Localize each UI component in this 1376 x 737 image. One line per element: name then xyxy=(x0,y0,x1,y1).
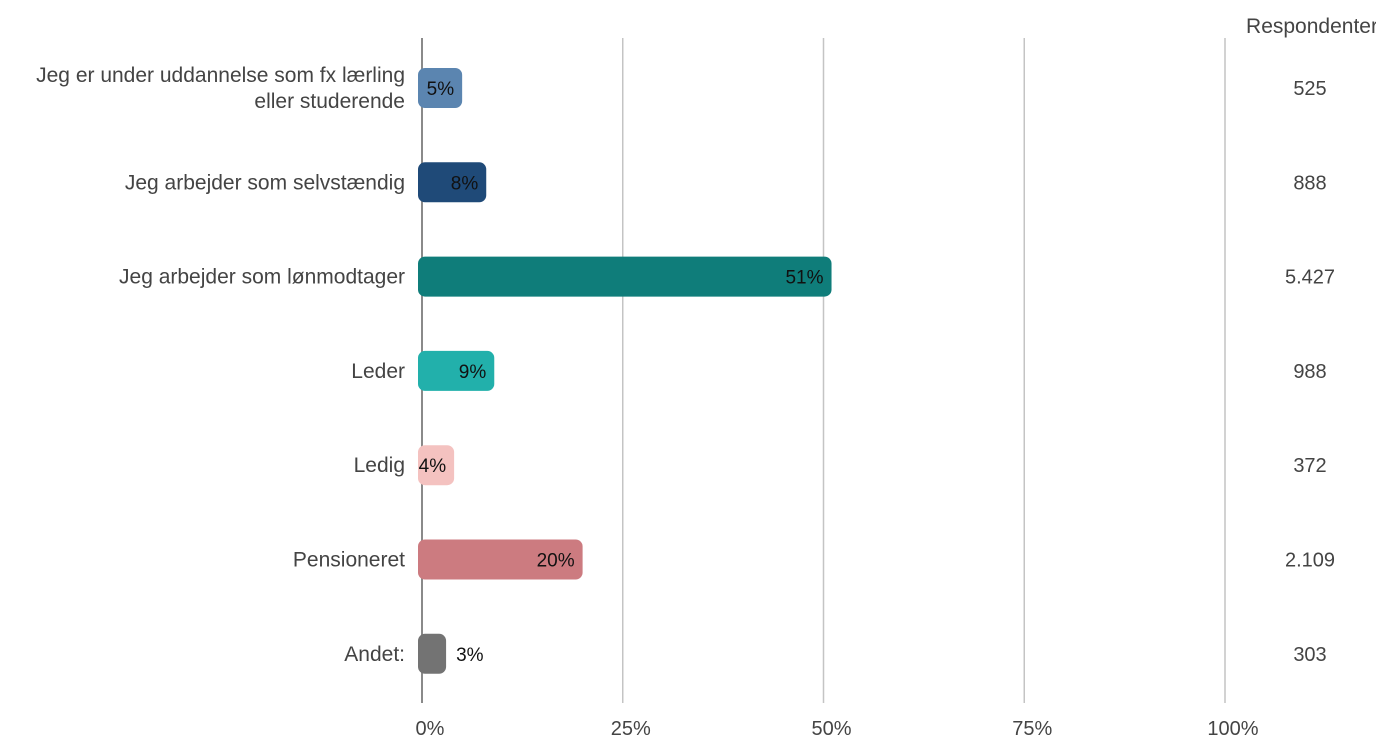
respondent-count: 303 xyxy=(1293,644,1326,666)
category-label: Jeg arbejder som lønmodtager xyxy=(119,266,405,289)
data-label: 9% xyxy=(459,362,487,383)
category-label: Pensioneret xyxy=(293,549,405,572)
respondents-header: Respondenter xyxy=(1246,15,1376,38)
x-tick-label: 0% xyxy=(416,718,445,737)
respondent-count: 525 xyxy=(1293,78,1326,100)
respondent-count: 5.427 xyxy=(1285,267,1335,289)
bar xyxy=(418,256,832,297)
bar xyxy=(418,162,487,203)
bars xyxy=(418,68,832,674)
bar xyxy=(418,445,455,486)
x-axis-ticks: 0% 25% 50% 75% 100% xyxy=(416,718,1259,737)
x-tick-label: 75% xyxy=(1012,718,1052,737)
bar xyxy=(418,350,495,391)
category-label: Jeg er under uddannelse som fx lærling el… xyxy=(36,64,405,113)
respondent-count: 888 xyxy=(1293,172,1326,194)
category-label: Jeg arbejder som selvstændig xyxy=(125,171,405,194)
respondent-counts: Respondenter 525 888 5.427 988 372 2.109 303 xyxy=(1246,15,1376,666)
category-label: Andet: xyxy=(344,643,405,666)
respondent-count: 988 xyxy=(1293,361,1326,383)
x-tick-label: 25% xyxy=(611,718,651,737)
data-label: 8% xyxy=(451,173,479,194)
category-label: Ledig xyxy=(354,454,405,477)
value-labels: 5% 8% 51% 9% 4% 20% 3% xyxy=(419,79,824,666)
bar xyxy=(418,633,447,674)
category-label: Leder xyxy=(351,360,405,383)
x-tick-label: 50% xyxy=(811,718,851,737)
bar xyxy=(418,68,463,108)
x-tick-label: 100% xyxy=(1207,718,1258,737)
data-label: 51% xyxy=(785,268,823,289)
grid-lines xyxy=(421,38,1226,703)
data-label: 3% xyxy=(456,645,484,666)
data-label: 4% xyxy=(419,456,447,477)
data-label: 20% xyxy=(537,551,575,572)
category-labels: Jeg er under uddannelse som fx lærling el… xyxy=(36,64,405,666)
data-label: 5% xyxy=(427,79,455,100)
respondent-count: 2.109 xyxy=(1285,550,1335,572)
respondent-count: 372 xyxy=(1293,455,1326,477)
bar xyxy=(418,539,583,580)
